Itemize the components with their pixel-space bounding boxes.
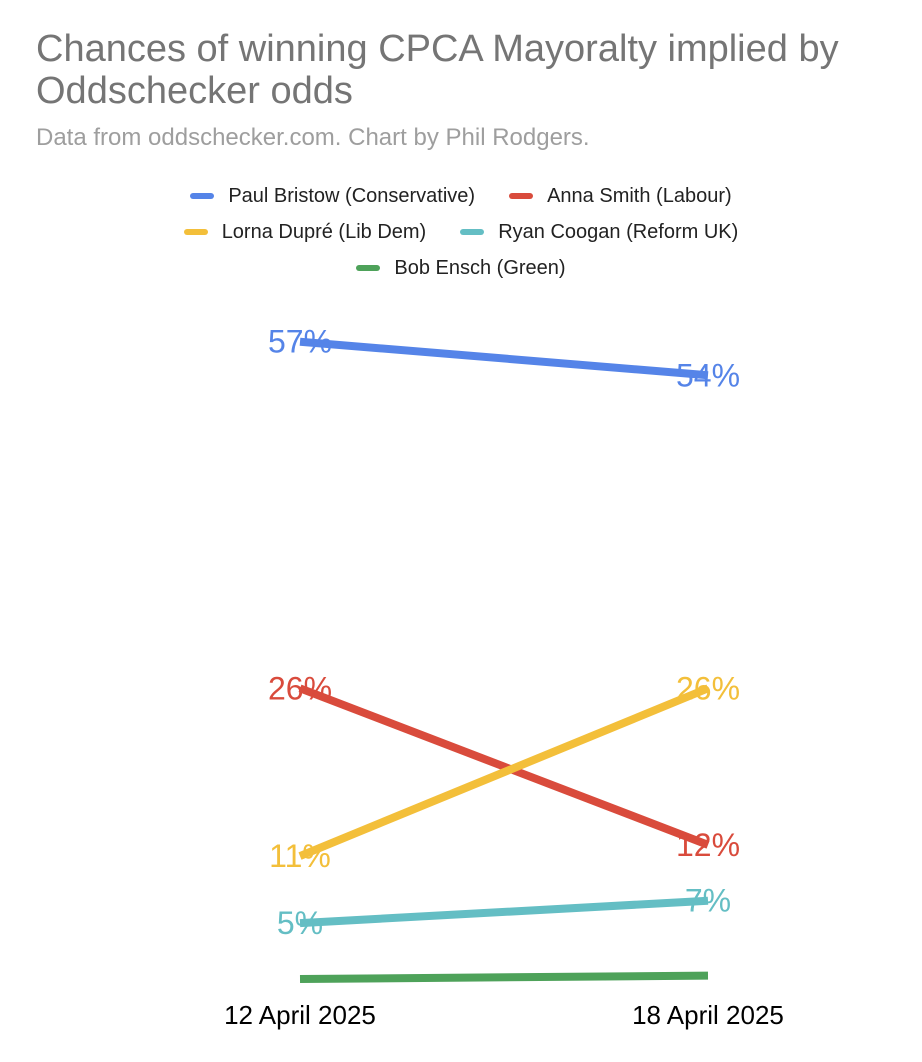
legend-label-dupre: Lorna Dupré (Lib Dem) xyxy=(221,220,427,243)
x-tick-label-end: 18 April 2025 xyxy=(632,1000,784,1030)
legend-label-ensch: Bob Ensch (Green) xyxy=(394,256,566,279)
data-label-anna-smith-start: 26% xyxy=(268,670,332,706)
series-line-paul-bristow xyxy=(299,337,709,380)
chart-subtitle: Data from oddschecker.com. Chart by Phil… xyxy=(36,124,590,151)
legend-label-coogan: Ryan Coogan (Reform UK) xyxy=(498,220,739,243)
legend-item-coogan[interactable]: Ryan Coogan (Reform UK) xyxy=(460,221,738,244)
legend: Paul Bristow (Conservative) Anna Smith (… xyxy=(0,178,922,286)
legend-swatch-ensch xyxy=(356,265,381,271)
legend-item-dupre[interactable]: Lorna Dupré (Lib Dem) xyxy=(183,220,427,244)
chart-title: Chances of winning CPCA Mayoralty implie… xyxy=(36,28,839,112)
legend-row-1: Paul Bristow (Conservative) Anna Smith (… xyxy=(0,178,922,214)
data-label-ryan-coogan-start: 5% xyxy=(277,905,323,941)
data-label-paul-bristow-start: 57% xyxy=(268,324,332,360)
legend-item-bristow[interactable]: Paul Bristow (Conservative) xyxy=(190,185,475,208)
legend-swatch-coogan xyxy=(460,229,485,235)
series-line-ryan-coogan xyxy=(299,896,709,928)
x-tick-label-start: 12 April 2025 xyxy=(224,1000,376,1030)
data-label-lorna-dupr-end: 26% xyxy=(676,670,740,706)
legend-item-ensch[interactable]: Bob Ensch (Green) xyxy=(356,256,566,280)
data-label-paul-bristow-end: 54% xyxy=(676,357,740,393)
legend-swatch-smith xyxy=(509,193,534,199)
legend-label-smith: Anna Smith (Labour) xyxy=(547,184,732,207)
legend-swatch-bristow xyxy=(190,193,215,199)
legend-label-bristow: Paul Bristow (Conservative) xyxy=(228,184,476,207)
data-label-anna-smith-end: 12% xyxy=(676,827,740,863)
legend-row-2: Lorna Dupré (Lib Dem) Ryan Coogan (Refor… xyxy=(0,214,922,250)
legend-item-smith[interactable]: Anna Smith (Labour) xyxy=(509,185,732,208)
series-line-anna-smith xyxy=(298,684,710,849)
series-line-bob-ensch xyxy=(299,971,709,983)
series-line-lorna-dupr xyxy=(298,684,710,860)
legend-swatch-dupre xyxy=(183,229,208,235)
legend-row-3: Bob Ensch (Green) xyxy=(0,250,922,286)
data-label-lorna-dupr-start: 11% xyxy=(269,838,331,874)
data-label-ryan-coogan-end: 7% xyxy=(685,883,731,919)
